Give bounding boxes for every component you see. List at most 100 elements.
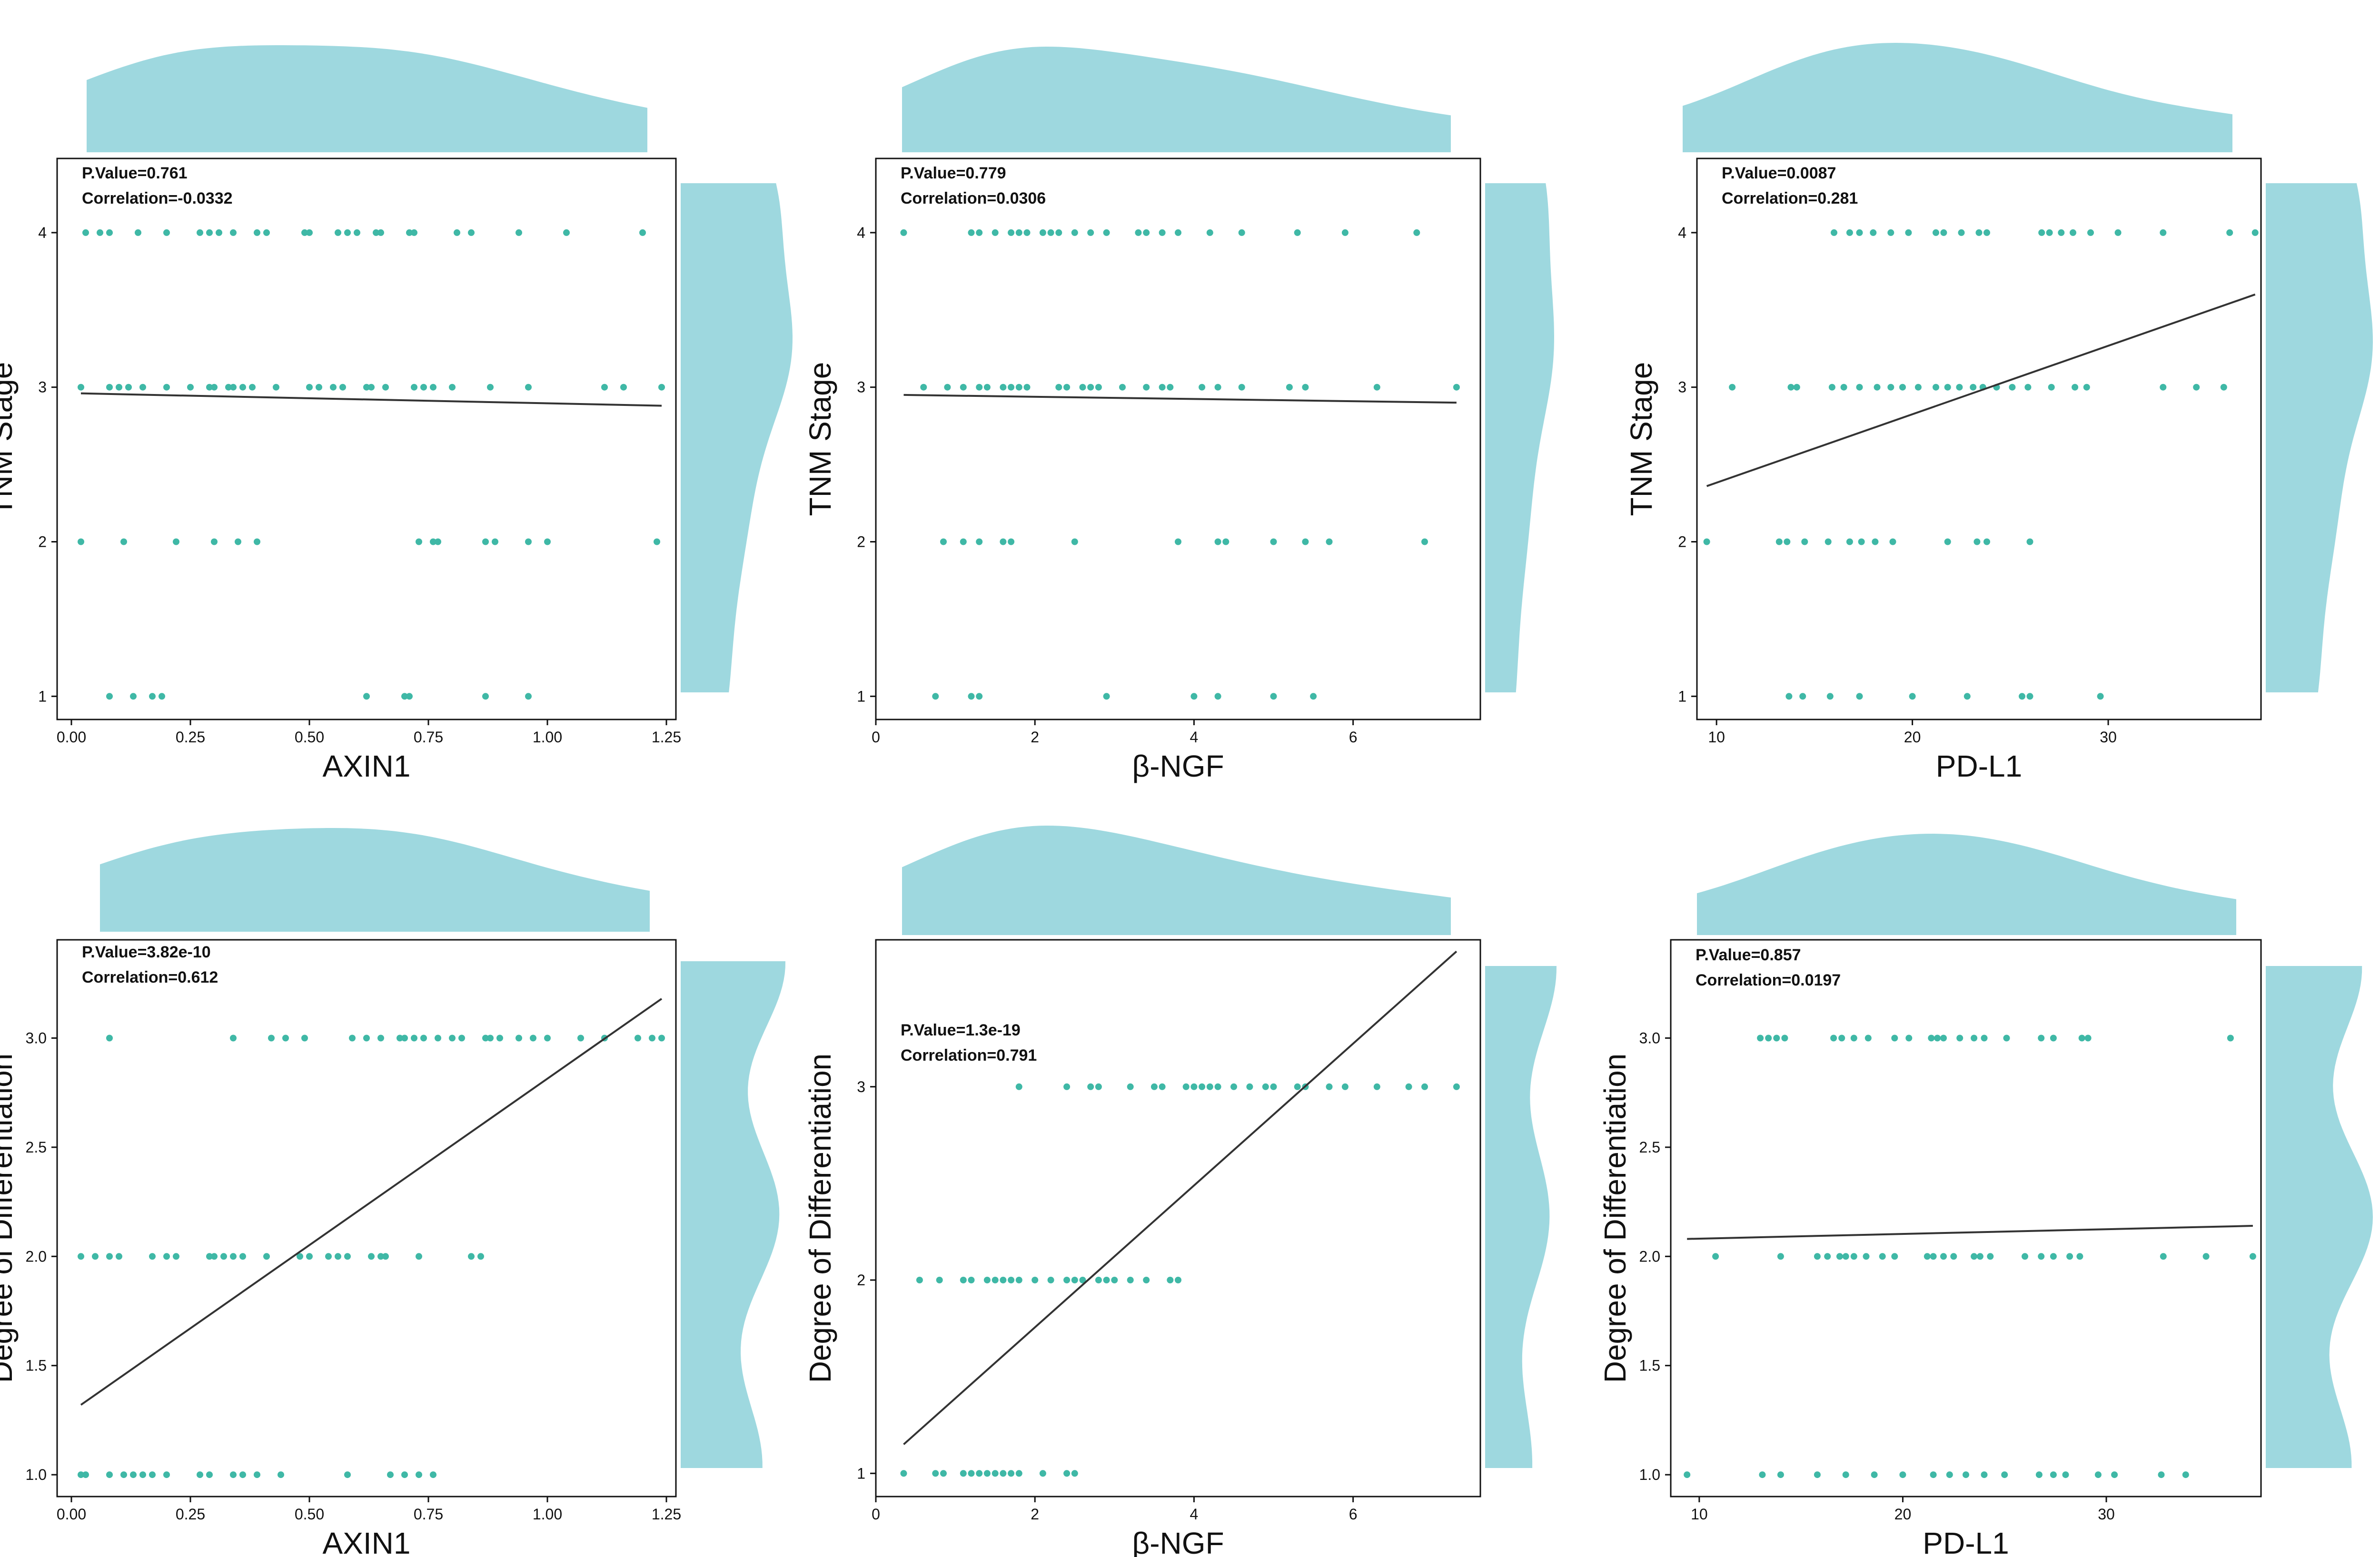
data-point [1781,1035,1788,1042]
data-point [1453,384,1460,391]
data-point [1008,384,1015,391]
data-point [78,1253,84,1260]
data-point [1008,1277,1015,1283]
data-point [2083,384,2090,391]
data-point [1087,229,1094,236]
data-point [2087,229,2094,236]
data-point [1071,1470,1078,1477]
data-point [2160,384,2167,391]
data-point [1071,1277,1078,1283]
data-point [454,229,460,236]
data-point [2158,1471,2165,1478]
data-point [1838,1035,1845,1042]
data-point [2026,538,2033,545]
data-point [1987,1253,1994,1260]
data-point [1008,1470,1015,1477]
top-density [1683,43,2232,152]
data-point [263,229,270,236]
data-point [435,538,441,545]
data-point [230,384,237,391]
data-point [658,384,665,391]
data-point [1871,1471,1878,1478]
data-point [2078,1035,2085,1042]
stat-annotation: P.Value=3.82e-10 [82,943,211,961]
data-point [936,1277,943,1283]
data-point [1970,384,1977,391]
data-point [211,1253,218,1260]
data-point [1047,229,1054,236]
data-point [377,1253,384,1260]
data-point [1889,538,1896,545]
data-point [1175,538,1181,545]
data-point [1421,1083,1428,1090]
data-point [1971,1253,1978,1260]
data-point [983,1277,991,1283]
data-point [1933,229,1939,236]
data-point [254,538,260,545]
data-point [106,693,113,700]
data-point [92,1253,99,1260]
data-point [149,1253,156,1260]
data-point [1199,384,1206,391]
data-point [1326,538,1333,545]
data-point [1775,538,1783,545]
data-point [163,229,170,236]
x-axis-label: PD-L1 [1936,749,2022,783]
data-point [944,384,951,391]
x-axis-label: β-NGF [1132,1526,1224,1557]
data-point [120,538,127,545]
data-point [1039,229,1046,236]
data-point [2070,229,2076,236]
data-point [1981,1471,1988,1478]
data-point [1729,384,1736,391]
data-point [1773,1035,1780,1042]
data-point [1159,1083,1166,1090]
data-point [230,1471,237,1478]
data-point [278,1471,284,1478]
y-axis-label: TNM Stage [803,362,837,516]
data-point [1095,1083,1102,1090]
data-point [335,229,341,236]
data-point [1246,1083,1253,1090]
data-point [2038,1035,2045,1042]
chart-panel-1: 0.00 0.25 0.50 0.75 1.00 1.25 1 2 3 4 AXIN1 TNM Sta… [0,45,793,783]
data-point [1214,1083,1221,1090]
x-tick-label: 0 [872,729,880,746]
stat-annotation: P.Value=1.3e-19 [901,1021,1021,1039]
y-tick-label: 4 [1678,224,1686,241]
data-point [78,538,84,545]
data-point [1899,1471,1906,1478]
data-point [344,1253,351,1260]
stat-annotation: P.Value=0.857 [1696,946,1801,964]
data-point [1373,384,1380,391]
data-point [282,1035,289,1042]
data-point [1055,384,1062,391]
top-density [87,45,647,152]
data-point [2035,1471,2043,1478]
data-point [211,538,218,545]
data-point [492,538,498,545]
y-tick-label: 1.0 [1639,1466,1660,1483]
data-point [449,384,456,391]
data-point [1940,229,1947,236]
stat-annotation: Correlation=0.0306 [901,189,1046,207]
data-point [1684,1471,1691,1478]
data-point [900,229,907,236]
data-point [1879,1253,1886,1260]
y-tick-label: 1.5 [26,1357,47,1374]
top-density [1697,834,2236,935]
data-point [976,1470,983,1477]
data-point [97,229,103,236]
x-tick-label: 0.50 [295,729,324,746]
data-point [230,1035,237,1042]
data-point [1983,538,1990,545]
data-point [1777,1471,1784,1478]
y-tick-label: 2.5 [1639,1139,1660,1156]
data-point [2097,693,2104,700]
regression-line [80,392,662,407]
y-tick-label: 2 [857,533,865,550]
data-point [1270,538,1277,545]
data-point [1039,1470,1046,1477]
regression-line [1687,1225,2253,1240]
data-point [82,229,89,236]
